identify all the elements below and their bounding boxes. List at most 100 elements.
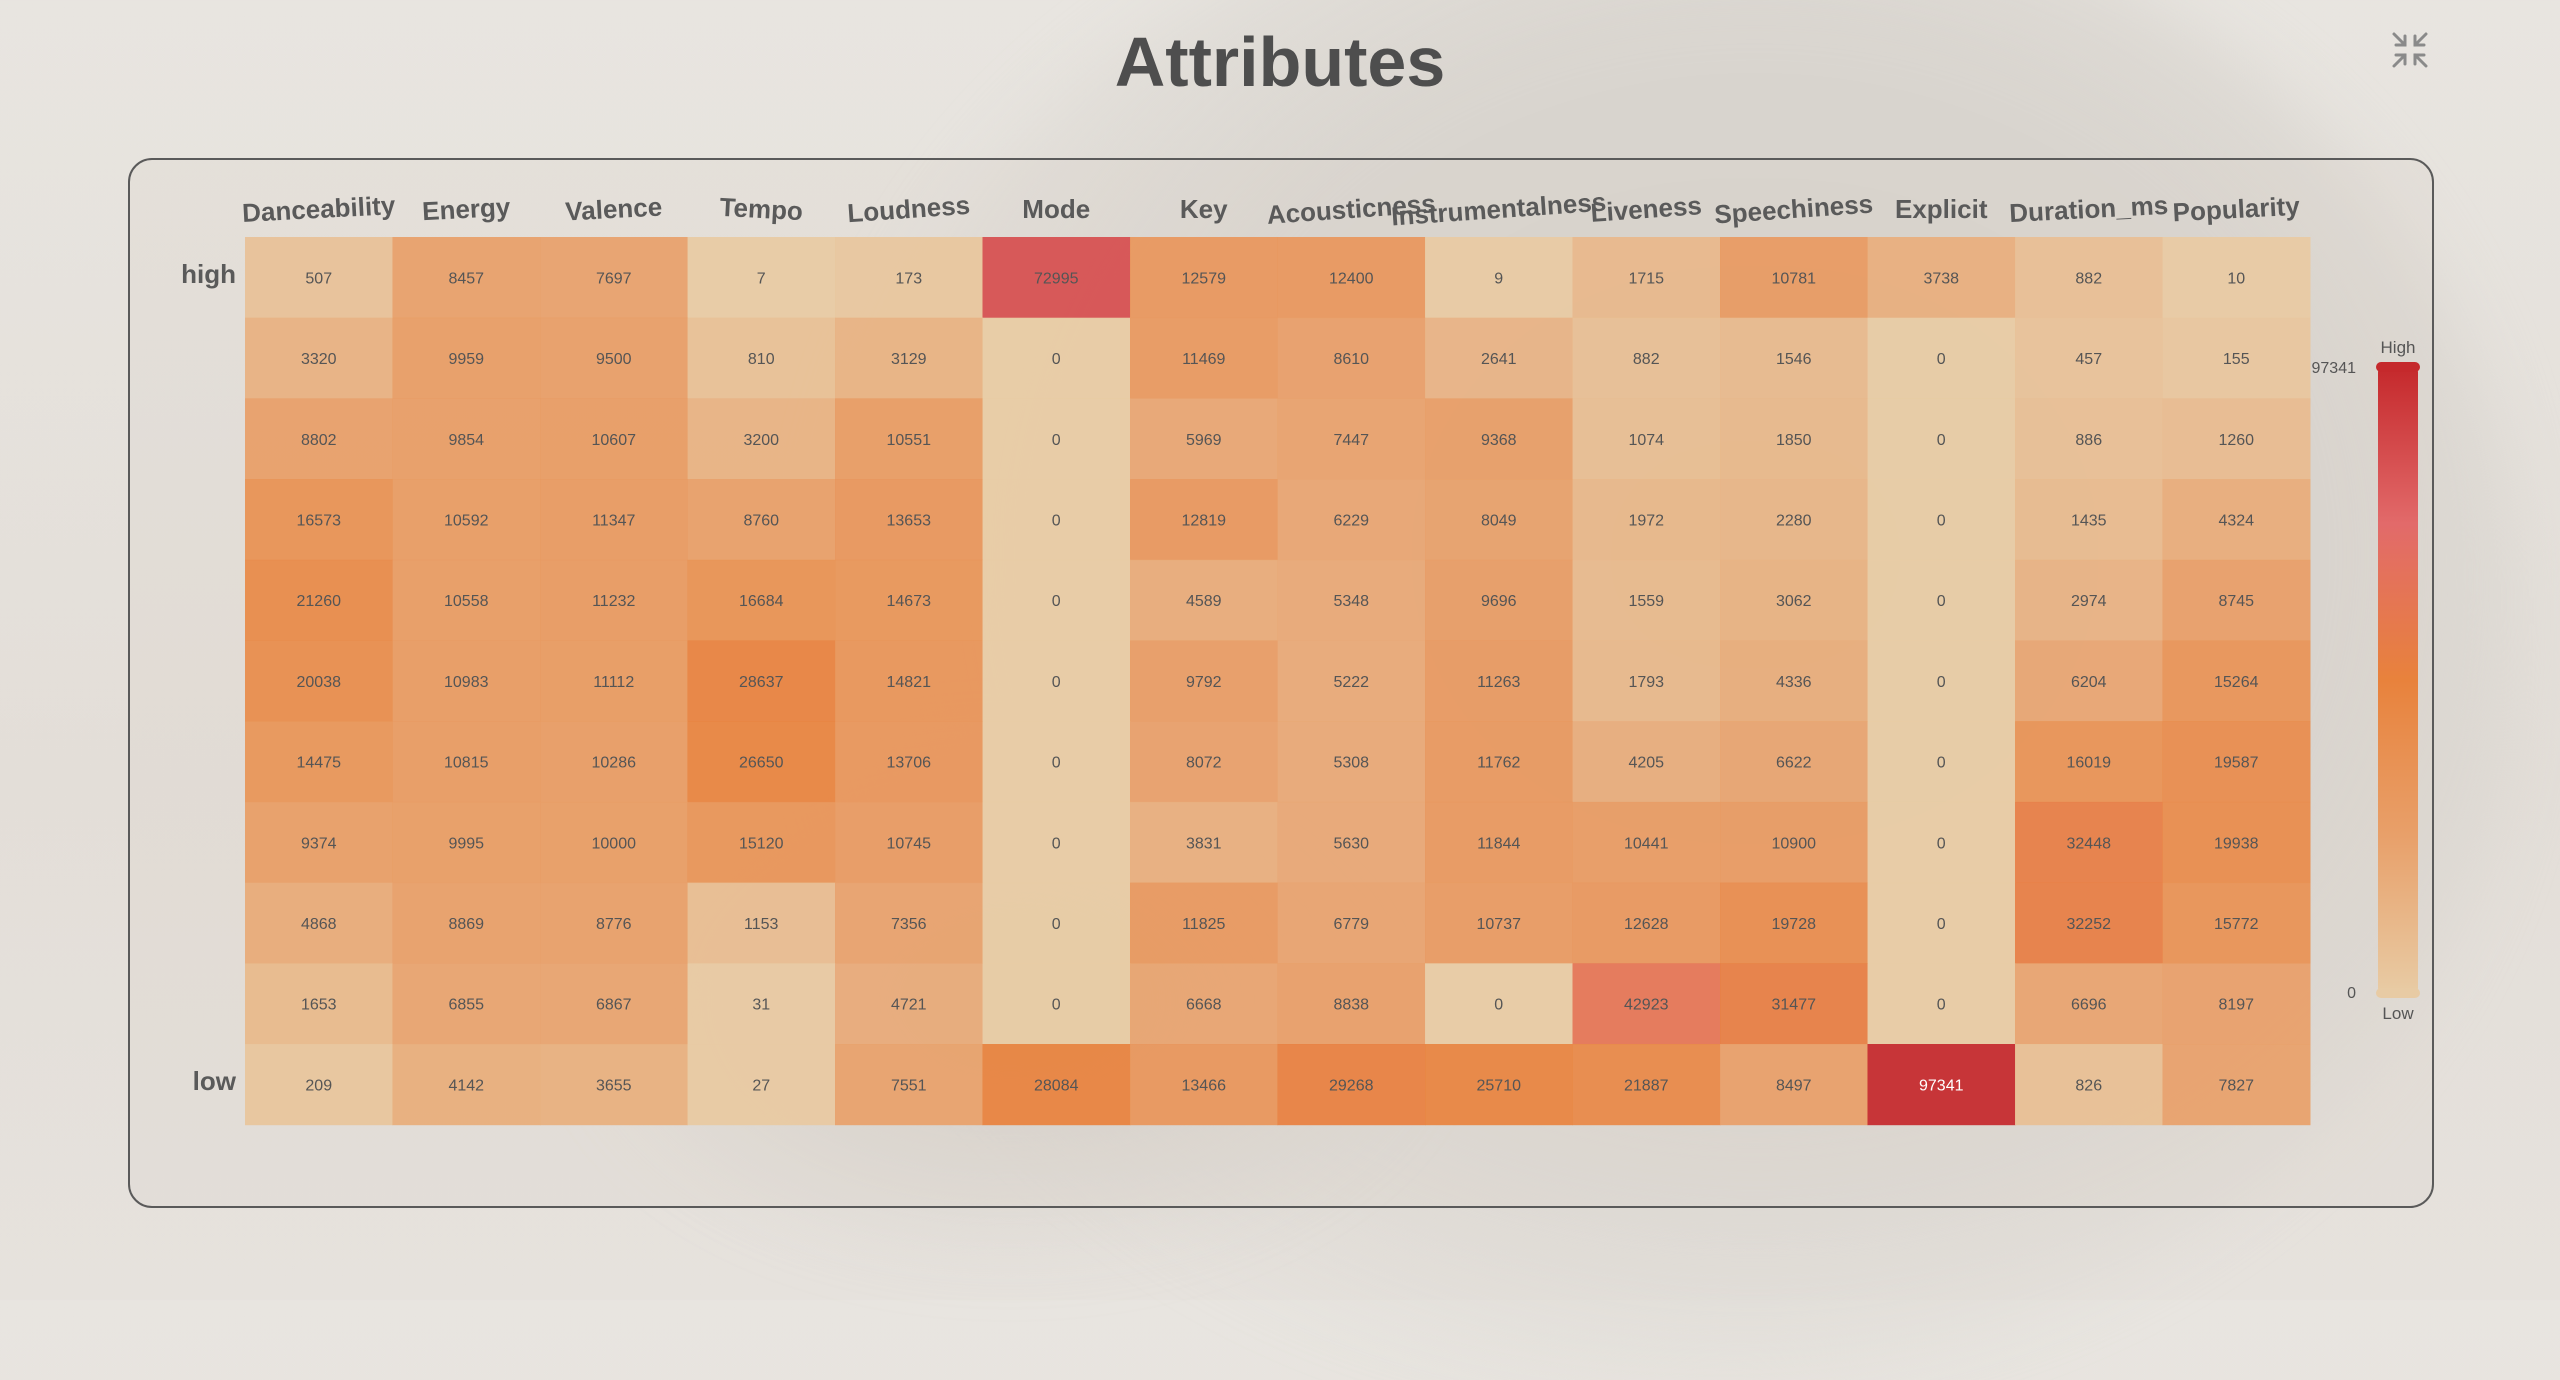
cell-value-label: 0	[1052, 351, 1061, 368]
cell-value-label: 10000	[592, 835, 637, 852]
cell-value-label: 5969	[1186, 432, 1222, 449]
heatmap-cell	[2162, 1044, 2311, 1126]
heatmap-cell	[1130, 721, 1278, 803]
heatmap-cell	[1277, 559, 1426, 641]
cell-value-label: 1793	[1628, 674, 1664, 691]
heatmap-cell	[392, 398, 541, 480]
cell-value-label: 3320	[301, 351, 337, 368]
heatmap-cell	[835, 398, 983, 480]
cell-value-label: 810	[748, 351, 775, 368]
heatmap-cell	[1720, 721, 1868, 803]
cell-value-label: 0	[1052, 432, 1061, 449]
column-header-label: Mode	[1022, 194, 1090, 224]
heatmap-cell	[1572, 721, 1721, 803]
heatmap-cell	[1130, 640, 1278, 722]
cell-value-label: 0	[1052, 512, 1061, 529]
heatmap-cell	[540, 317, 688, 399]
cell-value-label: 8197	[2218, 997, 2254, 1014]
heatmap-cell	[2162, 801, 2311, 884]
page-title: Attributes	[1114, 23, 1446, 101]
cell-value-label: 3655	[596, 1077, 632, 1094]
cell-value-label: 1260	[2218, 432, 2254, 449]
cell-value-label: 8802	[301, 432, 337, 449]
heatmap-cell	[2162, 317, 2311, 399]
legend-max-value: 97341	[2312, 360, 2357, 377]
cell-value-label: 1850	[1776, 432, 1812, 449]
cell-value-label: 0	[1937, 835, 1946, 852]
cell-value-label: 15120	[739, 835, 784, 852]
heatmap-cell	[687, 398, 836, 480]
heatmap-cells: 507 8457 7697 7 173 72995 12579 12400 9 1715 10781…	[245, 237, 2311, 1126]
cell-value-label: 10558	[444, 593, 489, 610]
heatmap-cell	[1572, 559, 1721, 641]
cell-value-label: 4868	[301, 916, 337, 933]
heatmap-cell	[835, 479, 983, 561]
heatmap-cell	[392, 801, 541, 884]
cell-value-label: 457	[2075, 351, 2102, 368]
heatmap-cell	[392, 640, 541, 722]
heatmap-cell	[1572, 398, 1721, 480]
heatmap-cell	[540, 479, 688, 561]
cell-value-label: 10983	[444, 674, 489, 691]
heatmap-cell	[1425, 479, 1573, 561]
heatmap-cell	[1425, 559, 1573, 641]
cell-value-label: 8776	[596, 916, 632, 933]
cell-value-label: 3129	[891, 351, 927, 368]
heatmap-cell	[835, 317, 983, 399]
heatmap-cell	[2015, 801, 2163, 884]
heatmap-cell	[1425, 721, 1573, 803]
cell-value-label: 15264	[2214, 674, 2259, 691]
heatmap-cell	[245, 398, 393, 480]
heatmap-cell	[835, 237, 983, 319]
heatmap-cell	[1867, 479, 2016, 561]
heatmap-cell	[2015, 317, 2163, 399]
heatmap-cell	[835, 559, 983, 641]
heatmap-cell	[1720, 640, 1868, 722]
heatmap-cell	[687, 479, 836, 561]
column-header-label: Speechiness	[1713, 188, 1874, 229]
cell-value-label: 13706	[887, 755, 932, 772]
cell-value-label: 13466	[1182, 1077, 1227, 1094]
heatmap-cell	[540, 721, 688, 803]
heatmap-cell	[2015, 721, 2163, 803]
cell-value-label: 21887	[1624, 1077, 1669, 1094]
heatmap-cell	[1720, 398, 1868, 480]
cell-value-label: 10441	[1624, 835, 1669, 852]
heatmap-cell	[1867, 1044, 2016, 1126]
heatmap-cell	[1572, 640, 1721, 722]
heatmap-cell	[687, 317, 836, 399]
cell-value-label: 14821	[887, 674, 932, 691]
cell-value-label: 10	[2227, 270, 2245, 287]
collapse-arrows-icon[interactable]	[2390, 30, 2430, 70]
heatmap-cell	[2162, 479, 2311, 561]
heatmap-cell	[687, 237, 836, 319]
cell-value-label: 5222	[1333, 674, 1369, 691]
cell-value-label: 9995	[448, 835, 484, 852]
cell-value-label: 7356	[891, 916, 927, 933]
heatmap-cell	[687, 963, 836, 1045]
heatmap-cell	[392, 963, 541, 1045]
cell-value-label: 6696	[2071, 997, 2107, 1014]
heatmap-cell	[1130, 559, 1278, 641]
heatmap-cell	[1572, 1044, 1721, 1126]
cell-value-label: 10592	[444, 512, 489, 529]
legend-handle-high	[2376, 362, 2420, 372]
cell-value-label: 8760	[743, 512, 779, 529]
heatmap-cell	[1572, 882, 1721, 964]
heatmap-cell	[1867, 398, 2016, 480]
heatmap-cell	[835, 1044, 983, 1126]
heatmap-cell	[1425, 963, 1573, 1045]
cell-value-label: 19587	[2214, 755, 2259, 772]
legend-low-label: Low	[2382, 1004, 2414, 1023]
cell-value-label: 507	[305, 270, 332, 287]
cell-value-label: 28084	[1034, 1077, 1079, 1094]
heatmap-cell	[2162, 640, 2311, 722]
heatmap-cell	[835, 882, 983, 964]
cell-value-label: 9792	[1186, 674, 1222, 691]
cell-value-label: 12819	[1182, 512, 1227, 529]
heatmap-cell	[540, 801, 688, 884]
cell-value-label: 0	[1937, 512, 1946, 529]
cell-value-label: 1653	[301, 997, 337, 1014]
heatmap-cell	[2162, 398, 2311, 480]
cell-value-label: 1559	[1628, 593, 1664, 610]
